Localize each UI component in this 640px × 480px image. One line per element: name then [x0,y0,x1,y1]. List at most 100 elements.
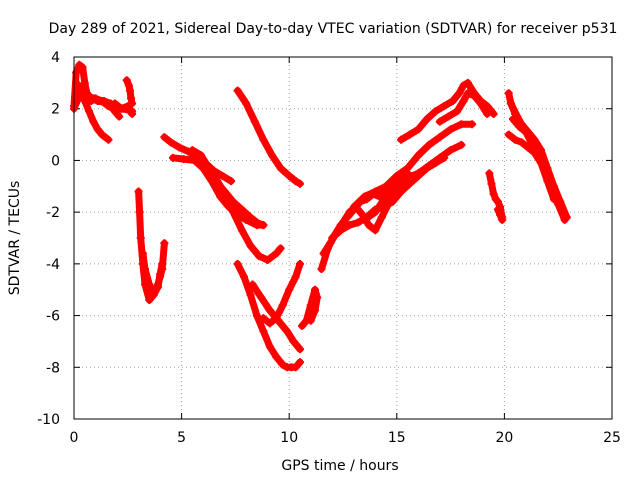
x-tick-label: 10 [280,430,298,446]
data-point [278,360,287,369]
data-point [377,213,386,222]
data-point [371,187,380,196]
data-point [291,272,300,281]
data-point [319,249,328,258]
data-point [72,78,81,87]
data-point [272,249,281,258]
data-point [102,99,111,108]
data-point [128,109,137,118]
y-tick-label: -8 [46,360,60,376]
data-point [229,208,238,217]
data-point [547,182,556,191]
data-point [440,102,449,111]
data-point [554,200,563,209]
series-29 [509,115,569,224]
data-point [476,99,485,108]
data-point [108,104,117,113]
data-point [354,218,363,227]
data-point [459,81,468,90]
data-point [237,205,246,214]
chart-title: Day 289 of 2021, Sidereal Day-to-day VTE… [49,21,618,37]
data-point [229,197,238,206]
data-point [117,104,126,113]
data-point [160,133,169,142]
data-point [489,190,498,199]
data-point [298,321,307,330]
data-point [306,301,315,310]
series-16 [298,285,322,330]
data-point [345,221,354,230]
data-point [382,182,391,191]
data-point [291,363,300,372]
data-point [397,187,406,196]
data-point [371,226,380,235]
data-point [504,130,513,139]
data-point [104,135,113,144]
plot-frame [73,56,613,420]
data-point [259,135,268,144]
data-point [158,259,167,268]
data-point [93,125,102,134]
data-point [392,179,401,188]
data-point [265,319,274,328]
data-point [435,117,444,126]
data-point [457,120,466,129]
data-point [360,192,369,201]
data-point [136,234,145,242]
data-point [455,89,464,98]
data-point [265,306,274,315]
data-point [336,226,345,235]
data-point [560,215,569,224]
data-point [285,171,294,180]
data-point [175,143,184,152]
data-point [498,215,507,224]
data-point [160,239,169,248]
data-point [227,177,236,186]
data-point [115,112,124,121]
series-23 [435,89,492,126]
data-point [89,117,98,126]
y-tick-label: 2 [51,102,60,118]
data-point [145,296,154,305]
data-point [414,151,423,160]
series-11 [203,166,268,230]
data-point [506,99,515,108]
data-point [212,177,221,186]
data-point [141,265,150,274]
data-point [233,86,242,95]
data-point [276,164,285,173]
series-21 [360,140,466,224]
data-point [97,130,106,139]
data-point [509,115,518,124]
data-point [250,117,259,126]
data-point [127,94,136,103]
data-point [468,120,477,129]
series-7 [138,249,167,299]
data-point [446,146,455,155]
data-point [203,166,212,175]
data-point [392,171,401,180]
data-point [265,342,274,351]
data-point [259,314,268,323]
data-point [317,265,326,274]
axis-ticks [73,56,613,420]
y-tick-label: 4 [51,50,60,66]
data-point [313,293,322,302]
data-point [252,218,261,227]
data-point [405,130,414,139]
data-point [166,138,175,147]
data-point [72,68,81,77]
data-point [493,205,502,214]
data-point [446,125,455,134]
data-point [422,115,431,124]
data-point [242,99,251,108]
data-point [291,177,300,186]
y-tick-label: 0 [51,153,60,169]
data-point [259,221,268,230]
data-point [248,280,257,289]
data-point [496,210,505,219]
data-point [459,96,468,105]
series-12 [233,86,304,188]
data-point [78,63,87,72]
